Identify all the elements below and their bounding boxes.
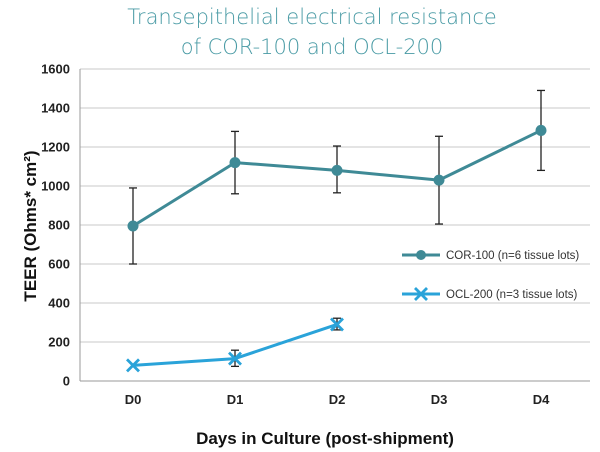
- data-point-d0: [126, 358, 140, 373]
- y-tick-labels: 0 200 400 600 800 1000 1200 1400 1600: [41, 62, 70, 389]
- x-tick-d2: D2: [329, 392, 346, 407]
- legend: COR-100 (n=6 tissue lots) OCL-200 (n=3 ti…: [402, 250, 579, 301]
- y-tick-1200: 1200: [41, 140, 70, 155]
- y-tick-800: 800: [48, 218, 70, 233]
- x-tick-d1: D1: [227, 392, 244, 407]
- series-2: [126, 317, 344, 373]
- data-point-d2: [331, 164, 343, 176]
- data-point-d1: [228, 351, 242, 366]
- chart-title-line-1: Transepithelial electrical resistance: [127, 5, 497, 29]
- data-point-d0: [127, 220, 139, 232]
- y-axis-title: TEER (Ohms* cm²): [21, 150, 40, 301]
- y-tick-1400: 1400: [41, 101, 70, 116]
- x-tick-d3: D3: [431, 392, 448, 407]
- y-tick-200: 200: [48, 335, 70, 350]
- legend-marker-1: [416, 250, 426, 260]
- chart-title-line-2: of COR-100 and OCL-200: [181, 35, 444, 59]
- data-point-d2: [330, 317, 344, 332]
- y-tick-1600: 1600: [41, 62, 70, 77]
- data-point-d4: [535, 124, 547, 136]
- y-tick-600: 600: [48, 257, 70, 272]
- y-tick-1000: 1000: [41, 179, 70, 194]
- gridlines: [79, 68, 590, 382]
- data-point-d3: [433, 174, 445, 186]
- y-tick-0: 0: [63, 374, 70, 389]
- legend-marker-2: [414, 287, 428, 301]
- data-point-d1: [229, 157, 241, 169]
- legend-label-2: OCL-200 (n=3 tissue lots): [446, 289, 578, 301]
- x-tick-labels: D0 D1 D2 D3 D4: [125, 392, 550, 407]
- y-tick-400: 400: [48, 296, 70, 311]
- x-axis-title: Days in Culture (post-shipment): [196, 429, 454, 448]
- x-tick-d4: D4: [533, 392, 550, 407]
- x-tick-d0: D0: [125, 392, 142, 407]
- legend-label-1: COR-100 (n=6 tissue lots): [446, 250, 579, 262]
- series-1: [127, 89, 547, 265]
- series-layer: [126, 89, 547, 373]
